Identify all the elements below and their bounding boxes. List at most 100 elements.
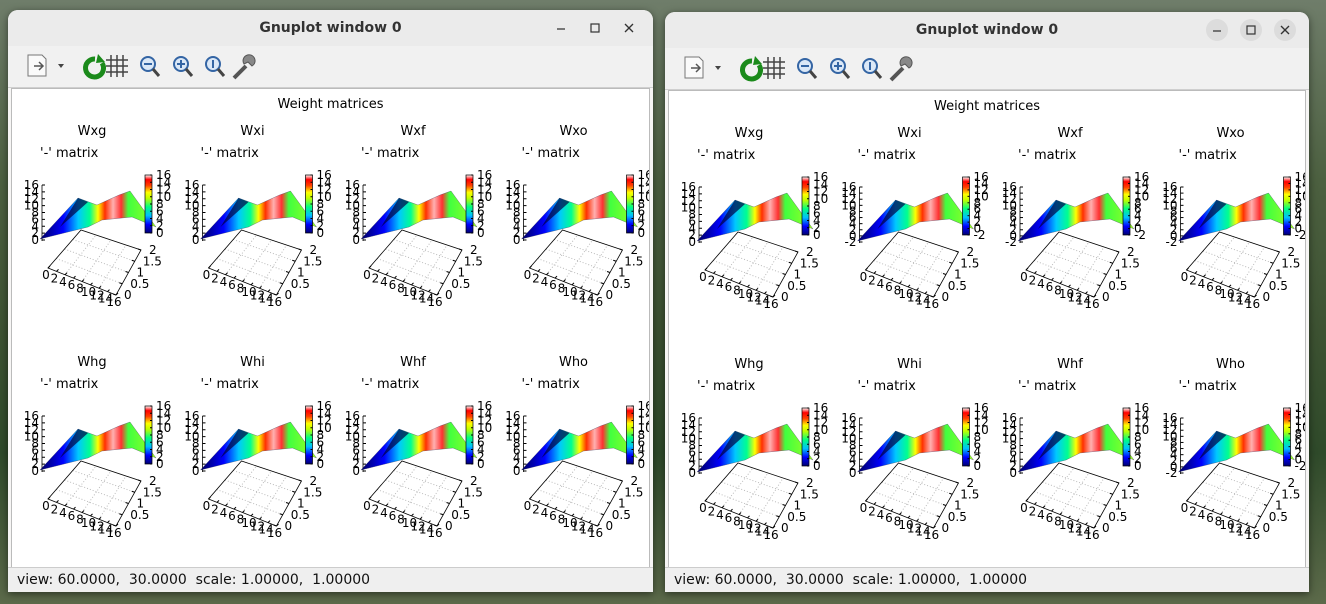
y-tick	[955, 250, 959, 253]
y-tick-label: 2	[631, 243, 639, 257]
y-tick	[776, 515, 780, 518]
y-tick	[298, 248, 302, 251]
grid-button[interactable]	[106, 55, 128, 77]
x-tick	[1068, 515, 1071, 519]
grid-line	[233, 470, 296, 493]
close-button[interactable]	[624, 23, 634, 33]
x-tick-label: 16	[1084, 297, 1099, 311]
subplot: Whf'-' matrix024681012141602468101214160…	[1002, 357, 1150, 542]
subplot: Whg'-' matrix024681012141602468101214160…	[681, 357, 829, 542]
x-tick	[537, 500, 541, 503]
x-tick	[704, 498, 708, 502]
x-tick-label: 2	[372, 271, 380, 285]
zoom-in-button[interactable]	[173, 56, 194, 77]
grid-line	[881, 481, 947, 506]
y-tick	[1109, 261, 1113, 264]
y-tick	[279, 282, 283, 285]
surface	[857, 423, 974, 473]
x-tick	[1042, 274, 1046, 278]
colorbar-tick-label: 4	[156, 212, 164, 226]
x-tick	[1245, 522, 1249, 525]
colorbar-tick-label: 0	[1134, 222, 1142, 236]
zoom-in-button[interactable]	[830, 58, 851, 79]
icon	[216, 68, 226, 77]
x-tick	[916, 287, 919, 291]
x-tick-label: 14	[98, 292, 113, 306]
x-tick-label: 0	[42, 499, 50, 513]
z-tick-label: 8	[31, 206, 39, 220]
x-tick	[1042, 505, 1046, 509]
x-tick	[882, 505, 885, 509]
x-tick-label: 10	[1219, 518, 1234, 532]
y-tick-label: 1.5	[624, 254, 643, 268]
y-tick-label: 0.5	[291, 277, 310, 291]
icon	[740, 58, 763, 82]
colorbar-tick-label: 2	[317, 219, 325, 233]
z-tick-label: 2	[513, 457, 521, 471]
icon	[590, 23, 600, 33]
colorbar-tick-label: 12	[813, 185, 828, 199]
grid-line	[882, 236, 914, 278]
options-button[interactable]	[889, 56, 913, 82]
x-tick-label: 12	[907, 290, 922, 304]
zoom-reset-button[interactable]	[205, 56, 226, 77]
x-tick-label: 4	[1037, 277, 1045, 291]
z-tick-label: 16	[184, 178, 199, 192]
z-tick-label: 6	[192, 212, 200, 226]
x-tick-label: 16	[924, 528, 939, 542]
zoom-reset-button[interactable]	[862, 58, 883, 79]
replot-button[interactable]	[83, 54, 106, 80]
x-tick-label: 2	[1189, 273, 1197, 287]
zoom-out-button[interactable]	[140, 56, 161, 77]
z-tick-label: 16	[24, 409, 39, 423]
maximize-button[interactable]	[590, 23, 600, 33]
x-tick	[721, 274, 725, 278]
x-tick-label: 16	[427, 526, 442, 540]
colorbar-tick-label: 2	[156, 450, 164, 464]
x-tick	[588, 520, 592, 523]
export-button[interactable]	[27, 54, 64, 77]
colorbar-tick-label: 2	[1295, 446, 1303, 460]
grid-line	[899, 241, 929, 284]
grid-button[interactable]	[763, 57, 785, 79]
status-text: view: 60.0000, 30.0000 scale: 1.00000, 1…	[17, 572, 371, 588]
x-tick	[580, 516, 583, 520]
colorbar-tick-label: 0	[317, 226, 325, 240]
z-tick-label: 4	[688, 221, 696, 235]
y-tick	[1115, 250, 1120, 253]
surface-shade	[220, 198, 249, 227]
z-tick-label: 2	[688, 459, 696, 473]
z-tick-label: 8	[849, 204, 857, 218]
x-tick-label: 2	[1189, 504, 1197, 518]
colorbar-tick-label: 16	[974, 170, 989, 184]
x-tick-label: 14	[1076, 294, 1091, 308]
grid-line	[64, 479, 129, 504]
y-tick	[1276, 481, 1280, 484]
maximize-button[interactable]	[1240, 19, 1262, 41]
zoom-out-button[interactable]	[797, 58, 818, 79]
icon	[58, 64, 64, 68]
y-tick	[285, 271, 290, 273]
y-tick-label: 0.5	[787, 510, 806, 524]
export-button[interactable]	[684, 56, 721, 79]
y-tick-label: 2	[1127, 476, 1135, 490]
y-tick-label: 0	[781, 521, 789, 535]
z-tick-label: 12	[24, 423, 39, 437]
x-tick	[1093, 525, 1097, 529]
y-tick-label: 1.5	[1121, 487, 1140, 501]
z-tick-label: 16	[505, 178, 520, 192]
z-tick-label: 6	[849, 211, 857, 225]
replot-button[interactable]	[740, 56, 763, 82]
x-tick	[242, 279, 245, 282]
colorbar-tick-label: 14	[1295, 176, 1306, 190]
surface	[39, 190, 157, 240]
z-tick-label: 10	[681, 201, 696, 215]
close-button[interactable]	[1274, 19, 1296, 41]
grid-line	[563, 239, 593, 282]
minimize-button[interactable]	[1206, 19, 1228, 41]
colorbar-tick-label: 6	[1134, 202, 1142, 216]
z-tick-label: 12	[1002, 425, 1017, 439]
z-tick-label: 8	[1170, 435, 1178, 449]
options-button[interactable]	[232, 54, 256, 80]
z-tick-label: 6	[513, 443, 521, 457]
